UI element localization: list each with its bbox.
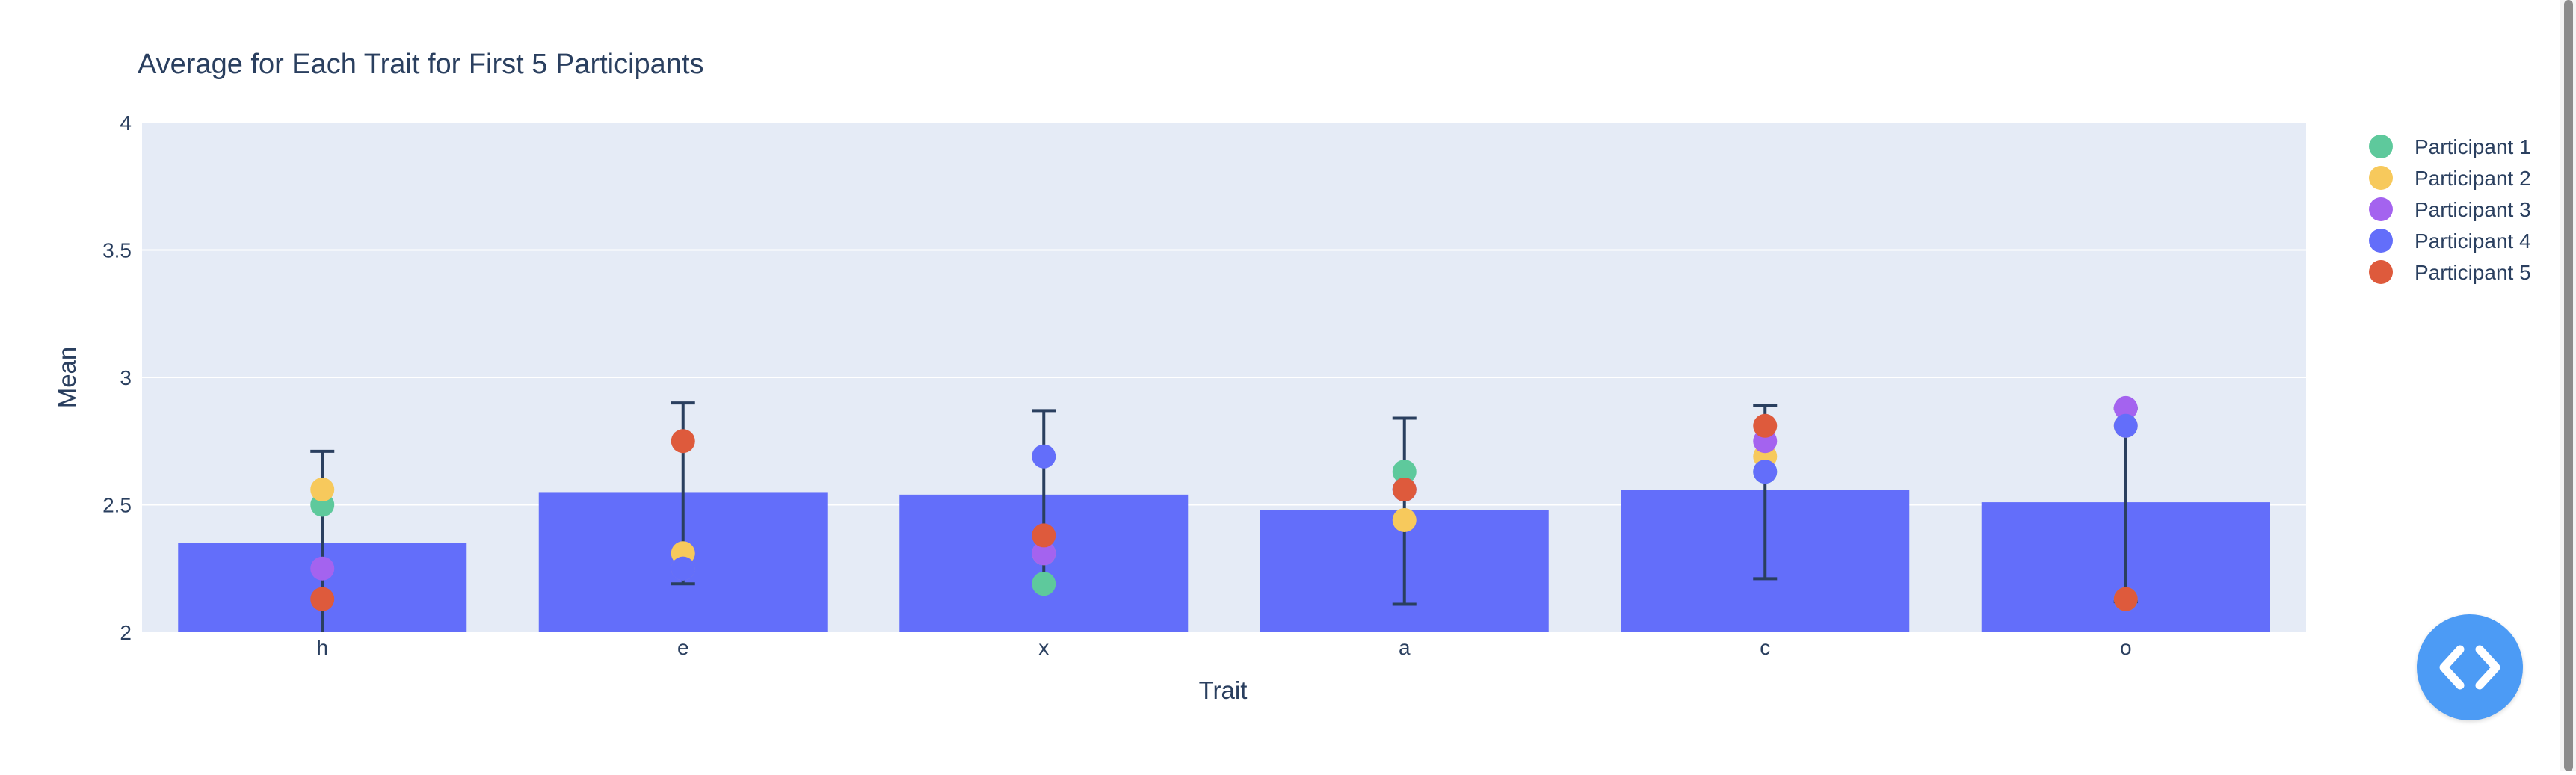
point-participant-5-c bbox=[1753, 413, 1778, 438]
point-participant-1-x bbox=[1032, 572, 1056, 596]
point-participant-3-x bbox=[1032, 541, 1056, 566]
series-participant-5 bbox=[310, 413, 2138, 611]
legend-item-participant-2[interactable]: Participant 2 bbox=[2369, 166, 2531, 190]
y-tick-label: 2 bbox=[120, 621, 132, 644]
y-tick-label: 2.5 bbox=[102, 494, 132, 517]
legend-item-participant-3[interactable]: Participant 3 bbox=[2369, 197, 2531, 221]
legend-marker bbox=[2369, 166, 2393, 190]
y-tick-label: 3 bbox=[120, 366, 132, 389]
legend[interactable]: Participant 1 Participant 2 Participant 3 P… bbox=[2369, 135, 2531, 284]
point-participant-4-c bbox=[1753, 460, 1778, 484]
point-participant-5-a bbox=[1392, 478, 1417, 502]
legend-item-participant-5[interactable]: Participant 5 bbox=[2369, 260, 2531, 284]
legend-marker bbox=[2369, 197, 2393, 221]
point-participant-3-o bbox=[2113, 395, 2138, 420]
x-tick-label: c bbox=[1760, 636, 1770, 659]
y-axis-ticks: 2 2.5 3 3.5 4 bbox=[102, 111, 132, 644]
y-tick-label: 3.5 bbox=[102, 239, 132, 262]
legend-label: Participant 1 bbox=[2415, 135, 2531, 158]
code-brackets-icon bbox=[2439, 645, 2500, 690]
x-tick-label: x bbox=[1038, 636, 1049, 659]
point-participant-4-o bbox=[2113, 413, 2138, 438]
x-tick-label: o bbox=[2120, 636, 2132, 659]
point-participant-2-a bbox=[1392, 507, 1417, 532]
chart-title: Average for Each Trait for First 5 Parti… bbox=[138, 49, 704, 80]
code-toggle-button[interactable] bbox=[2417, 614, 2523, 720]
legend-label: Participant 2 bbox=[2415, 167, 2531, 190]
legend-label: Participant 3 bbox=[2415, 198, 2531, 221]
point-participant-5-o bbox=[2113, 587, 2138, 611]
y-axis-label: Mean bbox=[53, 347, 81, 409]
x-tick-label: h bbox=[316, 636, 328, 659]
participant-points bbox=[310, 395, 2138, 611]
legend-marker bbox=[2369, 135, 2393, 158]
legend-marker bbox=[2369, 229, 2393, 253]
point-participant-4-e bbox=[671, 556, 695, 581]
point-participant-5-e bbox=[671, 429, 695, 454]
y-tick-label: 4 bbox=[120, 111, 132, 135]
legend-label: Participant 5 bbox=[2415, 261, 2531, 284]
scrollbar-thumb[interactable] bbox=[2564, 0, 2573, 771]
legend-item-participant-4[interactable]: Participant 4 bbox=[2369, 229, 2531, 253]
point-participant-5-x bbox=[1032, 523, 1056, 548]
point-participant-1-a bbox=[1392, 460, 1417, 484]
legend-label: Participant 4 bbox=[2415, 229, 2531, 253]
legend-marker bbox=[2369, 260, 2393, 284]
x-tick-label: a bbox=[1399, 636, 1411, 659]
point-participant-5-h bbox=[310, 587, 335, 611]
x-tick-label: e bbox=[677, 636, 689, 659]
point-participant-3-h bbox=[310, 556, 335, 581]
legend-item-participant-1[interactable]: Participant 1 bbox=[2369, 135, 2531, 158]
x-axis-label: Trait bbox=[1199, 676, 1248, 704]
scrollbar[interactable] bbox=[2560, 0, 2576, 771]
point-participant-2-h bbox=[310, 478, 335, 502]
grid-lines bbox=[142, 122, 2306, 633]
point-participant-4-x bbox=[1032, 444, 1056, 469]
